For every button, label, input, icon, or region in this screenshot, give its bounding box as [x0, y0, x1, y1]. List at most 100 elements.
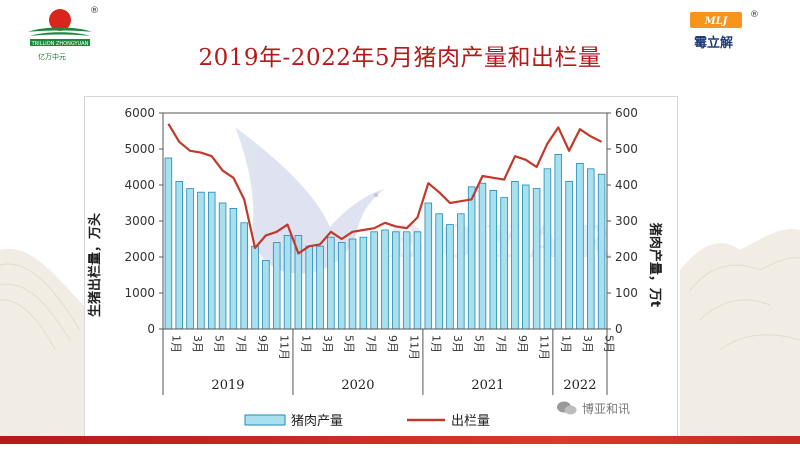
- bar: [511, 181, 519, 330]
- x-month-label: 5月: [343, 335, 356, 353]
- bar: [435, 213, 443, 330]
- bar: [532, 188, 541, 330]
- bar: [218, 202, 227, 330]
- y-left-tick-label: 3000: [124, 214, 155, 228]
- bar: [305, 245, 313, 330]
- series-line-chulan: [167, 123, 603, 255]
- x-year-label: 2019: [211, 378, 244, 393]
- bar: [413, 231, 422, 330]
- source-badge: 博亚和讯: [556, 398, 662, 418]
- source-badge-text: 博亚和讯: [582, 402, 631, 416]
- bar: [597, 173, 606, 330]
- mlj-mark-text: MLJ: [704, 16, 729, 27]
- y-right-tick-label: 600: [615, 106, 638, 120]
- x-month-label: 7月: [494, 335, 507, 353]
- watermark-text: BOYAR: [387, 217, 623, 268]
- bar: [478, 182, 487, 330]
- bar: [565, 181, 573, 330]
- y-left-tick-label: 6000: [124, 106, 155, 120]
- mlj-brand-name: 霉立解: [694, 36, 734, 51]
- bar: [240, 222, 248, 330]
- footer-strip: [0, 444, 800, 450]
- y-axis-left-label: 生猪出栏量，万头: [87, 213, 103, 317]
- x-month-label: 9月: [386, 335, 399, 353]
- x-month-label: 5月: [213, 335, 226, 353]
- x-month-label: 3月: [191, 335, 204, 353]
- bar: [175, 181, 184, 330]
- x-month-label: 5月: [473, 335, 486, 353]
- bar: [402, 231, 411, 330]
- y-right-tick-label: 200: [615, 250, 638, 264]
- y-left-tick-label: 5000: [124, 142, 155, 156]
- bar: [500, 197, 508, 330]
- bird-watermark-icon: [235, 127, 385, 274]
- bar: [370, 231, 378, 330]
- legend: 猪肉产量 出栏量: [244, 414, 490, 429]
- bar: [424, 202, 433, 330]
- bar: [467, 186, 476, 330]
- bar: [262, 260, 270, 330]
- bar: [446, 224, 454, 330]
- footer-bar: [0, 436, 800, 444]
- x-month-label: 1月: [429, 335, 442, 353]
- y-left-tick-label: 0: [147, 322, 155, 336]
- y-left-tick-label: 4000: [124, 178, 155, 192]
- bar: [392, 231, 400, 330]
- bar: [283, 234, 292, 330]
- x-month-label: 7月: [234, 335, 247, 353]
- mlj-logo-icon: MLJ: [690, 12, 742, 28]
- x-month-label: 9月: [516, 335, 529, 353]
- legend-label-bar: 猪肉产量: [291, 414, 343, 429]
- bar: [164, 157, 173, 330]
- bar: [522, 184, 530, 330]
- x-year-label: 2021: [471, 378, 504, 393]
- bar: [207, 191, 216, 330]
- y-left-tick-label: 2000: [124, 250, 155, 264]
- bar: [251, 245, 259, 330]
- bar: [586, 168, 595, 330]
- logo-tagline: 亿万中元: [38, 53, 66, 61]
- registered-mark-right: ®: [750, 10, 759, 20]
- legend-swatch-bar: [244, 414, 286, 426]
- bar: [457, 213, 465, 330]
- trillion-logo: TRILLION ZHONGYUAN ® 亿万中元: [20, 6, 102, 64]
- bar: [337, 242, 346, 330]
- x-month-label: 3月: [581, 335, 594, 353]
- x-month-label: 1月: [559, 335, 572, 353]
- pork-production-chart: BOYAR 0 1000 2000 3000 4000 5000 6000 0 100 200 30…: [87, 106, 663, 429]
- bar: [543, 168, 552, 330]
- x-month-label: 3月: [321, 335, 334, 353]
- bar: [381, 229, 389, 330]
- trillion-zhongyuan-logo-icon: TRILLION ZHONGYUAN: [28, 9, 92, 47]
- x-month-label: 7月: [364, 335, 377, 353]
- bar: [359, 236, 368, 330]
- registered-mark: ®: [90, 6, 99, 16]
- x-month-label: 9月: [256, 335, 269, 353]
- x-month-label: 11月: [278, 335, 291, 360]
- x-year-label: 2020: [341, 378, 374, 393]
- bar: [229, 208, 238, 330]
- x-year-label: 2022: [563, 378, 596, 393]
- bar: [576, 163, 584, 330]
- bar: [272, 242, 281, 330]
- bar: [327, 236, 335, 330]
- y-right-tick-label: 400: [615, 178, 638, 192]
- chart-frame: BOYAR 0 1000 2000 3000 4000 5000 6000 0 100 200 30…: [84, 96, 678, 442]
- x-month-label: 1月: [169, 335, 182, 353]
- y-axis-right-label: 猪肉产量，万t: [647, 222, 663, 307]
- y-right-tick-label: 0: [615, 322, 623, 336]
- mlj-logo: MLJ ® 霉立解: [690, 10, 770, 54]
- page-title: 2019年-2022年5月猪肉产量和出栏量: [198, 45, 602, 71]
- bar: [348, 238, 357, 330]
- bar: [489, 190, 498, 330]
- x-month-label: 3月: [451, 335, 464, 353]
- bar: [197, 191, 205, 330]
- x-month-label: 1月: [299, 335, 312, 353]
- y-right-tick-label: 500: [615, 142, 638, 156]
- x-month-label: 11月: [538, 335, 551, 360]
- y-right-tick-label: 300: [615, 214, 638, 228]
- y-left-tick-label: 1000: [124, 286, 155, 300]
- legend-label-line: 出栏量: [451, 414, 490, 429]
- y-right-tick-label: 100: [615, 286, 638, 300]
